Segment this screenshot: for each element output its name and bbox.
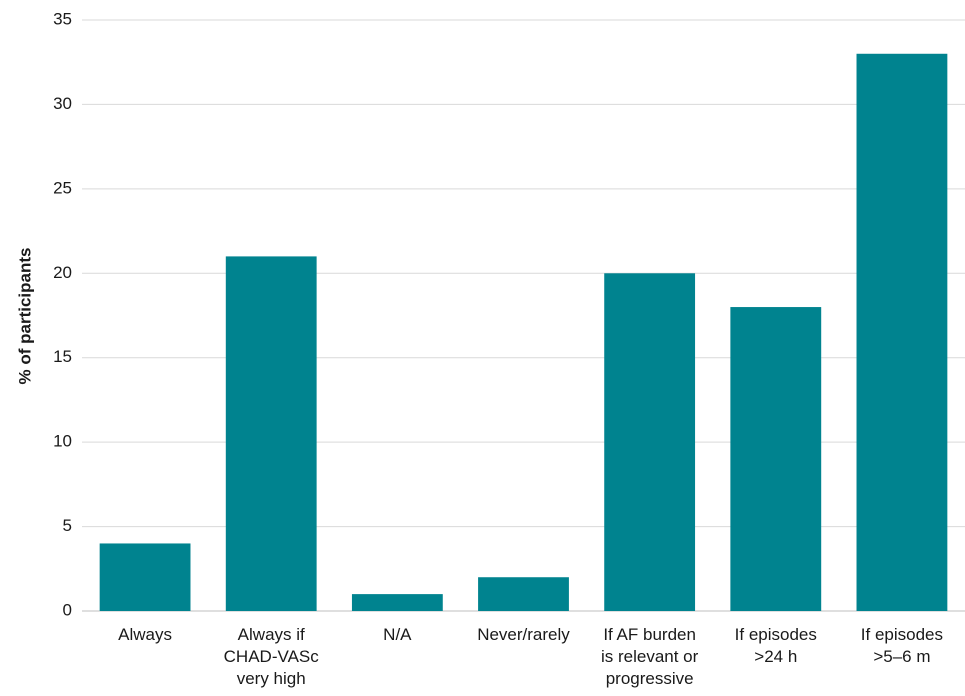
- y-tick-label: 0: [63, 600, 72, 619]
- bar: [478, 577, 569, 611]
- bars: [99, 53, 948, 612]
- bar: [351, 594, 443, 611]
- y-axis-label: % of participants: [15, 248, 34, 385]
- bar: [856, 53, 948, 612]
- y-tick-label: 5: [63, 516, 72, 535]
- gridlines: [82, 19, 965, 612]
- x-axis-categories: Always Always if CHAD-VASc very high N/A Neve…: [118, 625, 943, 688]
- x-category-label: Never/rarely: [477, 625, 570, 644]
- y-tick-label: 35: [53, 9, 72, 28]
- y-tick-label: 20: [53, 263, 72, 282]
- bar: [225, 256, 317, 611]
- x-category-label: N/A: [383, 625, 412, 644]
- y-tick-label: 30: [53, 94, 72, 113]
- x-category-label: Always if CHAD-VASc very high: [224, 625, 320, 688]
- y-tick-label: 15: [53, 347, 72, 366]
- x-category-label: Always: [118, 625, 172, 644]
- y-tick-label: 10: [53, 432, 72, 451]
- bar: [730, 307, 822, 611]
- x-category-label: If AF burden is relevant or progressive: [601, 625, 699, 688]
- bar: [604, 273, 696, 611]
- x-category-label: If episodes >5–6 m: [861, 625, 943, 666]
- x-category-label: If episodes >24 h: [735, 625, 817, 666]
- bar: [99, 543, 191, 611]
- y-axis-ticks: 0 5 10 15 20 25 30 35: [53, 9, 72, 619]
- y-tick-label: 25: [53, 178, 72, 197]
